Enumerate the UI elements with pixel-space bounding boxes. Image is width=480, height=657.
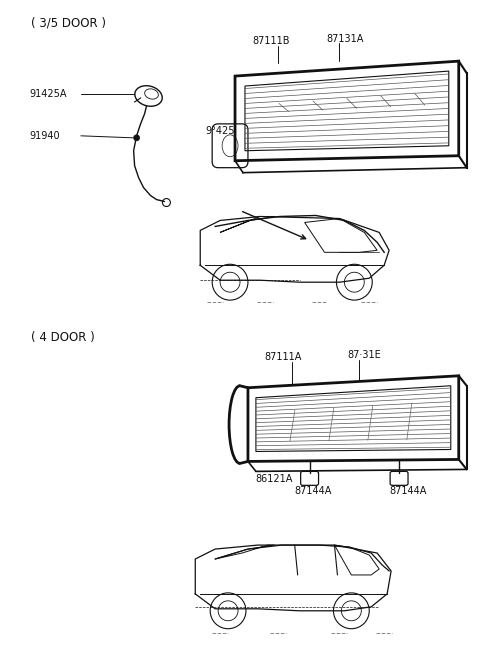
- Text: 87144A: 87144A: [389, 486, 427, 496]
- Text: 91425A: 91425A: [29, 89, 67, 99]
- Text: 91940: 91940: [29, 131, 60, 141]
- Text: 87111B: 87111B: [252, 36, 289, 46]
- Text: 87111A: 87111A: [265, 352, 302, 362]
- Circle shape: [133, 135, 140, 141]
- Text: 87144A: 87144A: [295, 486, 332, 496]
- Text: 9°425: 9°425: [205, 126, 235, 136]
- Text: 87·31E: 87·31E: [348, 350, 381, 360]
- Text: 86121A: 86121A: [255, 474, 292, 484]
- FancyBboxPatch shape: [390, 471, 408, 486]
- FancyBboxPatch shape: [300, 471, 319, 486]
- Text: ( 4 DOOR ): ( 4 DOOR ): [31, 332, 95, 344]
- Text: ( 3/5 DOOR ): ( 3/5 DOOR ): [31, 17, 106, 30]
- Text: 87131A: 87131A: [326, 34, 364, 44]
